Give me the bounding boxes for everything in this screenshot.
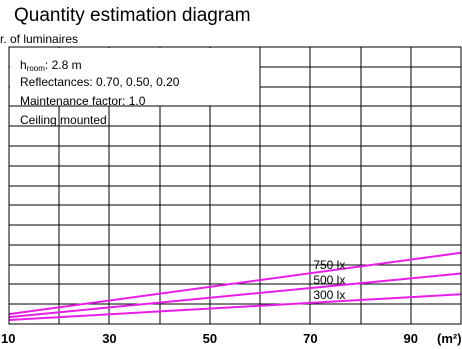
note-h-value: : 2.8 m [45,58,82,72]
x-tick-label: 70 [303,331,317,346]
note-reflectances: Reflectances: 0.70, 0.50, 0.20 [20,75,180,89]
x-tick-label: 10 [1,331,15,346]
x-axis-unit: (m²) [437,331,462,346]
series-line-0 [9,253,461,314]
x-tick-label: 30 [102,331,116,346]
note-h-main: h [20,58,27,72]
note-maintenance: Maintenance factor: 1.0 [20,94,146,108]
series-label-1: 500 lx [313,273,345,287]
series-label-0: 750 lx [313,258,345,272]
note-mounting: Ceiling mounted [20,113,107,127]
series-lines [9,253,461,320]
series-line-2 [9,294,461,320]
x-tick-label: 50 [203,331,217,346]
x-tick-labels: 10 30 50 70 90 [1,331,418,346]
series-line-1 [9,274,461,318]
series-label-2: 300 lx [313,288,345,302]
note-h-sub: room [27,64,46,73]
x-tick-label: 90 [404,331,418,346]
